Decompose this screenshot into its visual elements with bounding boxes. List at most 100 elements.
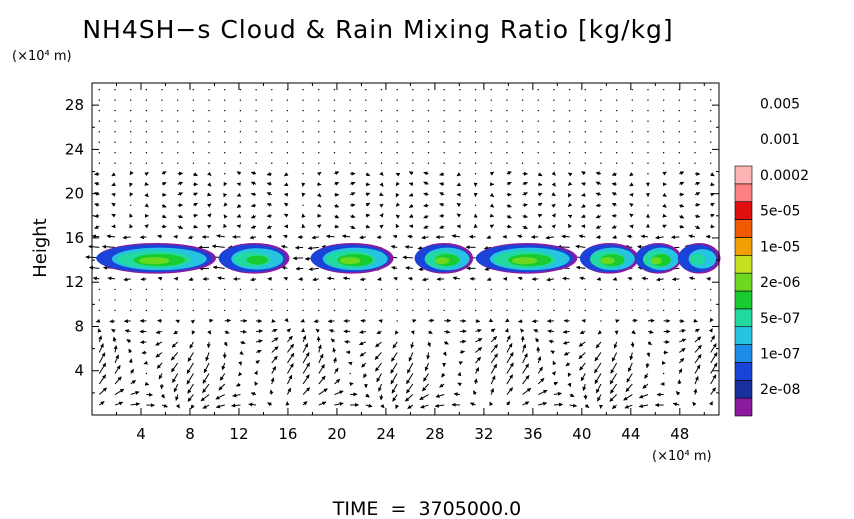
wind-vector	[379, 182, 384, 187]
wind-vector	[423, 373, 429, 382]
wind-vector-dot	[537, 299, 539, 301]
wind-vector	[506, 352, 514, 364]
wind-vector	[595, 181, 602, 186]
wind-vector-dot	[459, 141, 461, 143]
wind-vector-dot	[396, 309, 398, 312]
wind-vector-dot	[506, 162, 508, 164]
wind-vector	[175, 404, 180, 409]
wind-vector	[428, 330, 433, 335]
wind-vector	[627, 276, 633, 281]
wind-vector	[193, 172, 198, 177]
wind-vector-dot	[396, 162, 398, 164]
wind-vector-dot	[224, 152, 226, 154]
wind-vector	[407, 234, 413, 239]
wind-vector-dot	[145, 372, 148, 375]
colorbar-swatch	[734, 362, 753, 381]
wind-vector	[317, 203, 322, 208]
wind-vector	[475, 319, 481, 324]
cloud-cell-layer	[650, 257, 662, 265]
wind-vector-dot	[647, 130, 649, 133]
wind-vector-dot	[365, 109, 367, 112]
wind-vector-dot	[192, 130, 195, 133]
wind-vector	[114, 401, 124, 406]
wind-vector	[219, 373, 226, 381]
colorbar-swatch	[734, 290, 753, 310]
y-tick-label: 16	[65, 229, 84, 247]
wind-vector-dot	[255, 162, 257, 164]
wind-vector-dot	[286, 120, 289, 122]
wind-vector	[359, 352, 367, 357]
wind-vector	[553, 391, 562, 396]
wind-vector	[689, 276, 696, 281]
cloud-cell	[310, 242, 394, 274]
wind-vector	[266, 182, 272, 186]
wind-vector	[678, 368, 683, 374]
wind-vector	[402, 255, 413, 260]
wind-vector-dot	[553, 99, 555, 101]
wind-vector-dot	[600, 120, 602, 122]
wind-vector-dot	[114, 288, 116, 291]
wind-vector	[311, 235, 319, 240]
wind-vector-dot	[365, 309, 367, 312]
wind-vector-dot	[631, 88, 633, 91]
wind-vector-dot	[615, 141, 618, 143]
wind-vector	[563, 351, 570, 356]
wind-vector-dot	[584, 109, 586, 112]
wind-vector-dot	[333, 141, 336, 143]
wind-vector	[506, 343, 513, 353]
colorbar-swatch	[734, 254, 753, 274]
wind-vector	[186, 362, 194, 374]
wind-vector-dot	[239, 141, 242, 143]
wind-vector-dot	[443, 162, 445, 164]
wind-vector-dot	[114, 152, 116, 154]
wind-vector	[250, 181, 257, 186]
y-tick-label: 24	[65, 140, 84, 158]
wind-vector	[212, 265, 225, 270]
wind-vector-dot	[98, 88, 101, 91]
wind-vector	[88, 244, 100, 249]
wind-vector	[408, 352, 414, 362]
wind-vector	[315, 328, 321, 333]
colorbar-label: 2e-08	[760, 382, 800, 398]
wind-vector-dot	[349, 88, 351, 91]
wind-vector	[379, 192, 384, 196]
wind-vector	[662, 203, 667, 208]
wind-vector-dot	[129, 152, 132, 154]
wind-vector-dot	[224, 299, 226, 301]
wind-vector	[710, 172, 715, 177]
wind-vector	[662, 171, 667, 176]
wind-vector	[631, 330, 636, 335]
wind-vector-dot	[145, 130, 148, 133]
wind-vector-dot	[333, 120, 336, 122]
wind-vector	[218, 383, 226, 391]
wind-vector	[287, 352, 295, 364]
wind-vector	[334, 203, 340, 208]
wind-vector	[207, 330, 212, 335]
wind-vector	[567, 181, 573, 186]
colorbar-swatch	[734, 397, 753, 417]
wind-vector	[379, 224, 384, 229]
wind-vector	[129, 213, 134, 218]
x-tick-label: 32	[474, 425, 493, 443]
wind-vector-dot	[302, 299, 304, 301]
wind-vector	[190, 404, 195, 409]
wind-vector-dot	[584, 120, 586, 122]
wind-vector-dot	[239, 130, 242, 133]
wind-vector	[123, 277, 131, 282]
wind-vector	[114, 388, 125, 395]
wind-vector-dot	[380, 299, 383, 301]
wind-vector	[267, 402, 273, 407]
wind-vector	[490, 344, 498, 353]
wind-vector-dot	[600, 288, 602, 291]
wind-vector	[334, 378, 341, 385]
wind-vector-dot	[333, 288, 336, 291]
wind-vector	[613, 341, 618, 349]
wind-vector	[426, 352, 431, 360]
wind-vector	[423, 214, 429, 219]
wind-vector	[393, 276, 398, 281]
wind-vector-dot	[192, 299, 195, 301]
wind-vector	[522, 225, 528, 230]
wind-vector	[94, 213, 100, 218]
wind-vector	[490, 363, 498, 374]
